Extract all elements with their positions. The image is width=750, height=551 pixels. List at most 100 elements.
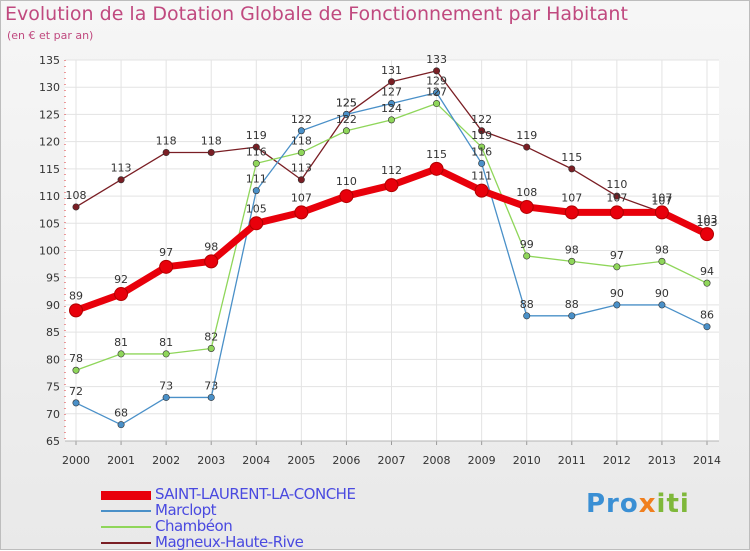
data-point-saint-laurent-la-conche (701, 228, 714, 241)
data-point-marclopt (253, 187, 259, 193)
chart-frame: Evolution de la Dotation Globale de Fonc… (0, 0, 750, 550)
data-label-saint-laurent-la-conche: 98 (204, 240, 218, 253)
legend-swatch-saint-laurent (101, 491, 151, 500)
data-label-saint-laurent-la-conche: 115 (426, 148, 447, 161)
x-tick-label: 2000 (62, 454, 90, 467)
y-tick-label: 120 (39, 136, 60, 149)
y-tick-label: 105 (39, 217, 60, 230)
data-point-chamb-on (614, 264, 620, 270)
data-label-marclopt: 90 (610, 287, 624, 300)
data-point-chamb-on (433, 100, 439, 106)
data-point-chamb-on (659, 258, 665, 264)
data-point-saint-laurent-la-conche (655, 206, 668, 219)
data-point-chamb-on (73, 367, 79, 373)
data-label-magneux-haute-rive: 108 (66, 189, 87, 202)
data-point-magneux-haute-rive (208, 149, 214, 155)
data-label-magneux-haute-rive: 133 (426, 53, 447, 66)
y-tick-label: 85 (46, 326, 60, 339)
data-label-chamb-on: 99 (520, 238, 534, 251)
data-point-magneux-haute-rive (163, 149, 169, 155)
logo-part-2: x (639, 489, 657, 519)
data-point-marclopt (298, 128, 304, 134)
data-label-saint-laurent-la-conche: 103 (697, 213, 718, 226)
data-label-magneux-haute-rive: 110 (606, 178, 627, 191)
y-tick-label: 135 (39, 54, 60, 67)
data-label-magneux-haute-rive: 119 (516, 129, 537, 142)
data-label-chamb-on: 81 (159, 336, 173, 349)
data-point-saint-laurent-la-conche (295, 206, 308, 219)
x-tick-label: 2008 (423, 454, 451, 467)
data-label-chamb-on: 119 (471, 129, 492, 142)
data-point-marclopt (73, 400, 79, 406)
data-point-chamb-on (343, 128, 349, 134)
data-label-magneux-haute-rive: 131 (381, 64, 402, 77)
data-label-magneux-haute-rive: 119 (246, 129, 267, 142)
data-point-marclopt (118, 421, 124, 427)
data-label-marclopt: 73 (204, 379, 218, 392)
data-label-saint-laurent-la-conche: 111 (471, 170, 492, 183)
x-tick-label: 2010 (513, 454, 541, 467)
data-label-saint-laurent-la-conche: 107 (561, 191, 582, 204)
data-label-marclopt: 90 (655, 287, 669, 300)
data-label-chamb-on: 118 (291, 135, 312, 148)
y-tick-label: 70 (46, 408, 60, 421)
data-point-saint-laurent-la-conche (160, 260, 173, 273)
data-label-marclopt: 73 (159, 379, 173, 392)
data-point-marclopt (524, 313, 530, 319)
data-point-chamb-on (704, 280, 710, 286)
data-point-magneux-haute-rive (118, 177, 124, 183)
data-point-saint-laurent-la-conche (340, 190, 353, 203)
data-point-marclopt (163, 394, 169, 400)
data-label-marclopt: 129 (426, 75, 447, 88)
data-point-magneux-haute-rive (524, 144, 530, 150)
data-label-saint-laurent-la-conche: 89 (69, 289, 83, 302)
x-tick-label: 2004 (242, 454, 270, 467)
data-point-chamb-on (569, 258, 575, 264)
y-tick-label: 90 (46, 299, 60, 312)
data-point-magneux-haute-rive (433, 68, 439, 74)
data-label-magneux-haute-rive: 118 (201, 135, 222, 148)
legend-swatch-marclopt (101, 510, 151, 512)
data-point-chamb-on (118, 351, 124, 357)
y-tick-label: 75 (46, 381, 60, 394)
legend-swatch-magneux (101, 542, 151, 544)
data-label-marclopt: 111 (246, 173, 267, 186)
data-label-chamb-on: 98 (565, 243, 579, 256)
data-label-marclopt: 125 (336, 96, 357, 109)
data-point-marclopt (569, 313, 575, 319)
y-tick-label: 110 (39, 190, 60, 203)
y-tick-label: 95 (46, 272, 60, 285)
x-tick-label: 2011 (558, 454, 586, 467)
data-point-marclopt (659, 302, 665, 308)
data-label-marclopt: 122 (291, 113, 312, 126)
data-label-saint-laurent-la-conche: 107 (651, 191, 672, 204)
x-tick-label: 2001 (107, 454, 135, 467)
data-label-magneux-haute-rive: 113 (291, 162, 312, 175)
data-label-saint-laurent-la-conche: 110 (336, 175, 357, 188)
data-label-magneux-haute-rive: 115 (561, 151, 582, 164)
x-tick-label: 2013 (648, 454, 676, 467)
x-tick-label: 2002 (152, 454, 180, 467)
data-point-saint-laurent-la-conche (520, 200, 533, 213)
y-tick-label: 130 (39, 81, 60, 94)
data-label-chamb-on: 78 (69, 352, 83, 365)
data-point-magneux-haute-rive (73, 204, 79, 210)
data-label-marclopt: 88 (520, 298, 534, 311)
data-point-marclopt (478, 160, 484, 166)
data-point-saint-laurent-la-conche (205, 255, 218, 268)
data-label-marclopt: 68 (114, 407, 128, 420)
data-label-saint-laurent-la-conche: 112 (381, 164, 402, 177)
data-label-magneux-haute-rive: 113 (111, 162, 132, 175)
data-label-marclopt: 116 (471, 145, 492, 158)
data-point-saint-laurent-la-conche (385, 179, 398, 192)
data-point-chamb-on (524, 253, 530, 259)
data-label-chamb-on: 94 (700, 265, 714, 278)
x-tick-label: 2012 (603, 454, 631, 467)
data-label-saint-laurent-la-conche: 105 (246, 202, 267, 215)
data-label-saint-laurent-la-conche: 107 (291, 191, 312, 204)
proxiti-logo: Proxiti (586, 489, 690, 519)
data-point-saint-laurent-la-conche (70, 304, 83, 317)
line-chart: 6570758085909510010511011512012513013520… (1, 1, 749, 549)
data-point-saint-laurent-la-conche (430, 162, 443, 175)
logo-part-1: Pro (586, 489, 639, 519)
